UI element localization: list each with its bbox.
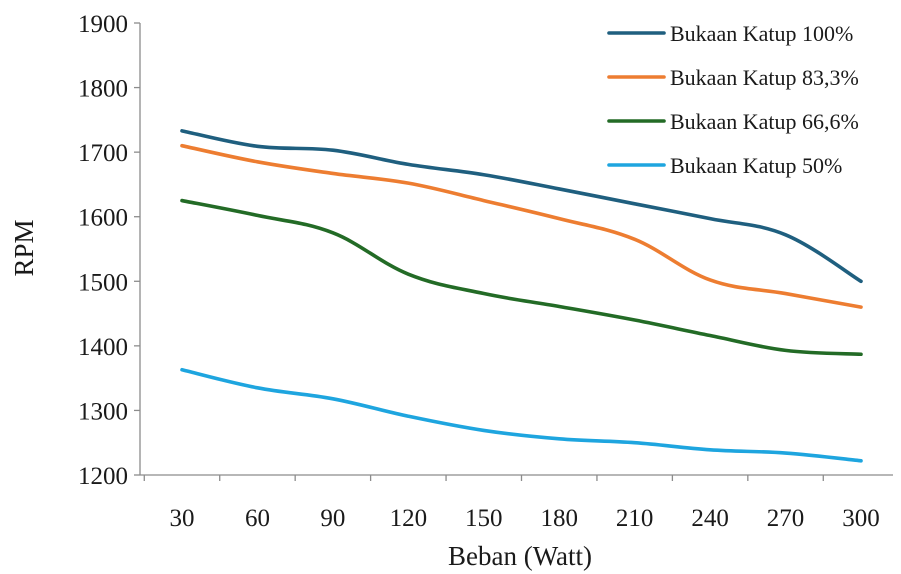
- series-line-3: [180, 198, 863, 357]
- y-tick-label: 1200: [78, 463, 128, 490]
- y-tick-label: 1600: [78, 205, 128, 232]
- y-axis-title: RPM: [9, 219, 39, 276]
- y-tick-label: 1700: [78, 140, 128, 167]
- legend-label-4: Bukaan Katup 50%: [670, 153, 842, 178]
- x-tick-label: 180: [540, 505, 578, 532]
- y-tick-label: 1500: [78, 269, 128, 296]
- axes: [134, 22, 893, 481]
- tick-labels: 1200 1300 1400 1500 1600 1700 1800 1900 30 60 90 12…: [78, 11, 880, 532]
- x-tick-label: 30: [170, 505, 195, 532]
- x-tick-label: 90: [320, 505, 345, 532]
- x-tick-label: 240: [691, 505, 729, 532]
- y-tick-label: 1400: [78, 334, 128, 361]
- x-tick-label: 300: [842, 505, 880, 532]
- legend-label-3: Bukaan Katup 66,6%: [670, 109, 859, 134]
- x-tick-label: 210: [616, 505, 654, 532]
- series-line-4: [180, 367, 863, 463]
- x-tick-label: 60: [245, 505, 270, 532]
- series-line-2: [180, 143, 863, 309]
- series-line-1: [180, 129, 863, 284]
- y-tick-label: 1800: [78, 76, 128, 103]
- y-tick-label: 1300: [78, 398, 128, 425]
- x-tick-label: 270: [767, 505, 805, 532]
- x-tick-label: 120: [390, 505, 428, 532]
- x-axis-title: Beban (Watt): [448, 541, 592, 571]
- y-tick-label: 1900: [78, 11, 128, 38]
- series-lines: [180, 129, 863, 463]
- legend-label-2: Bukaan Katup 83,3%: [670, 65, 859, 90]
- x-tick-label: 150: [465, 505, 503, 532]
- legend: Bukaan Katup 100% Bukaan Katup 83,3% Bukaa…: [607, 21, 859, 178]
- legend-label-1: Bukaan Katup 100%: [670, 21, 853, 46]
